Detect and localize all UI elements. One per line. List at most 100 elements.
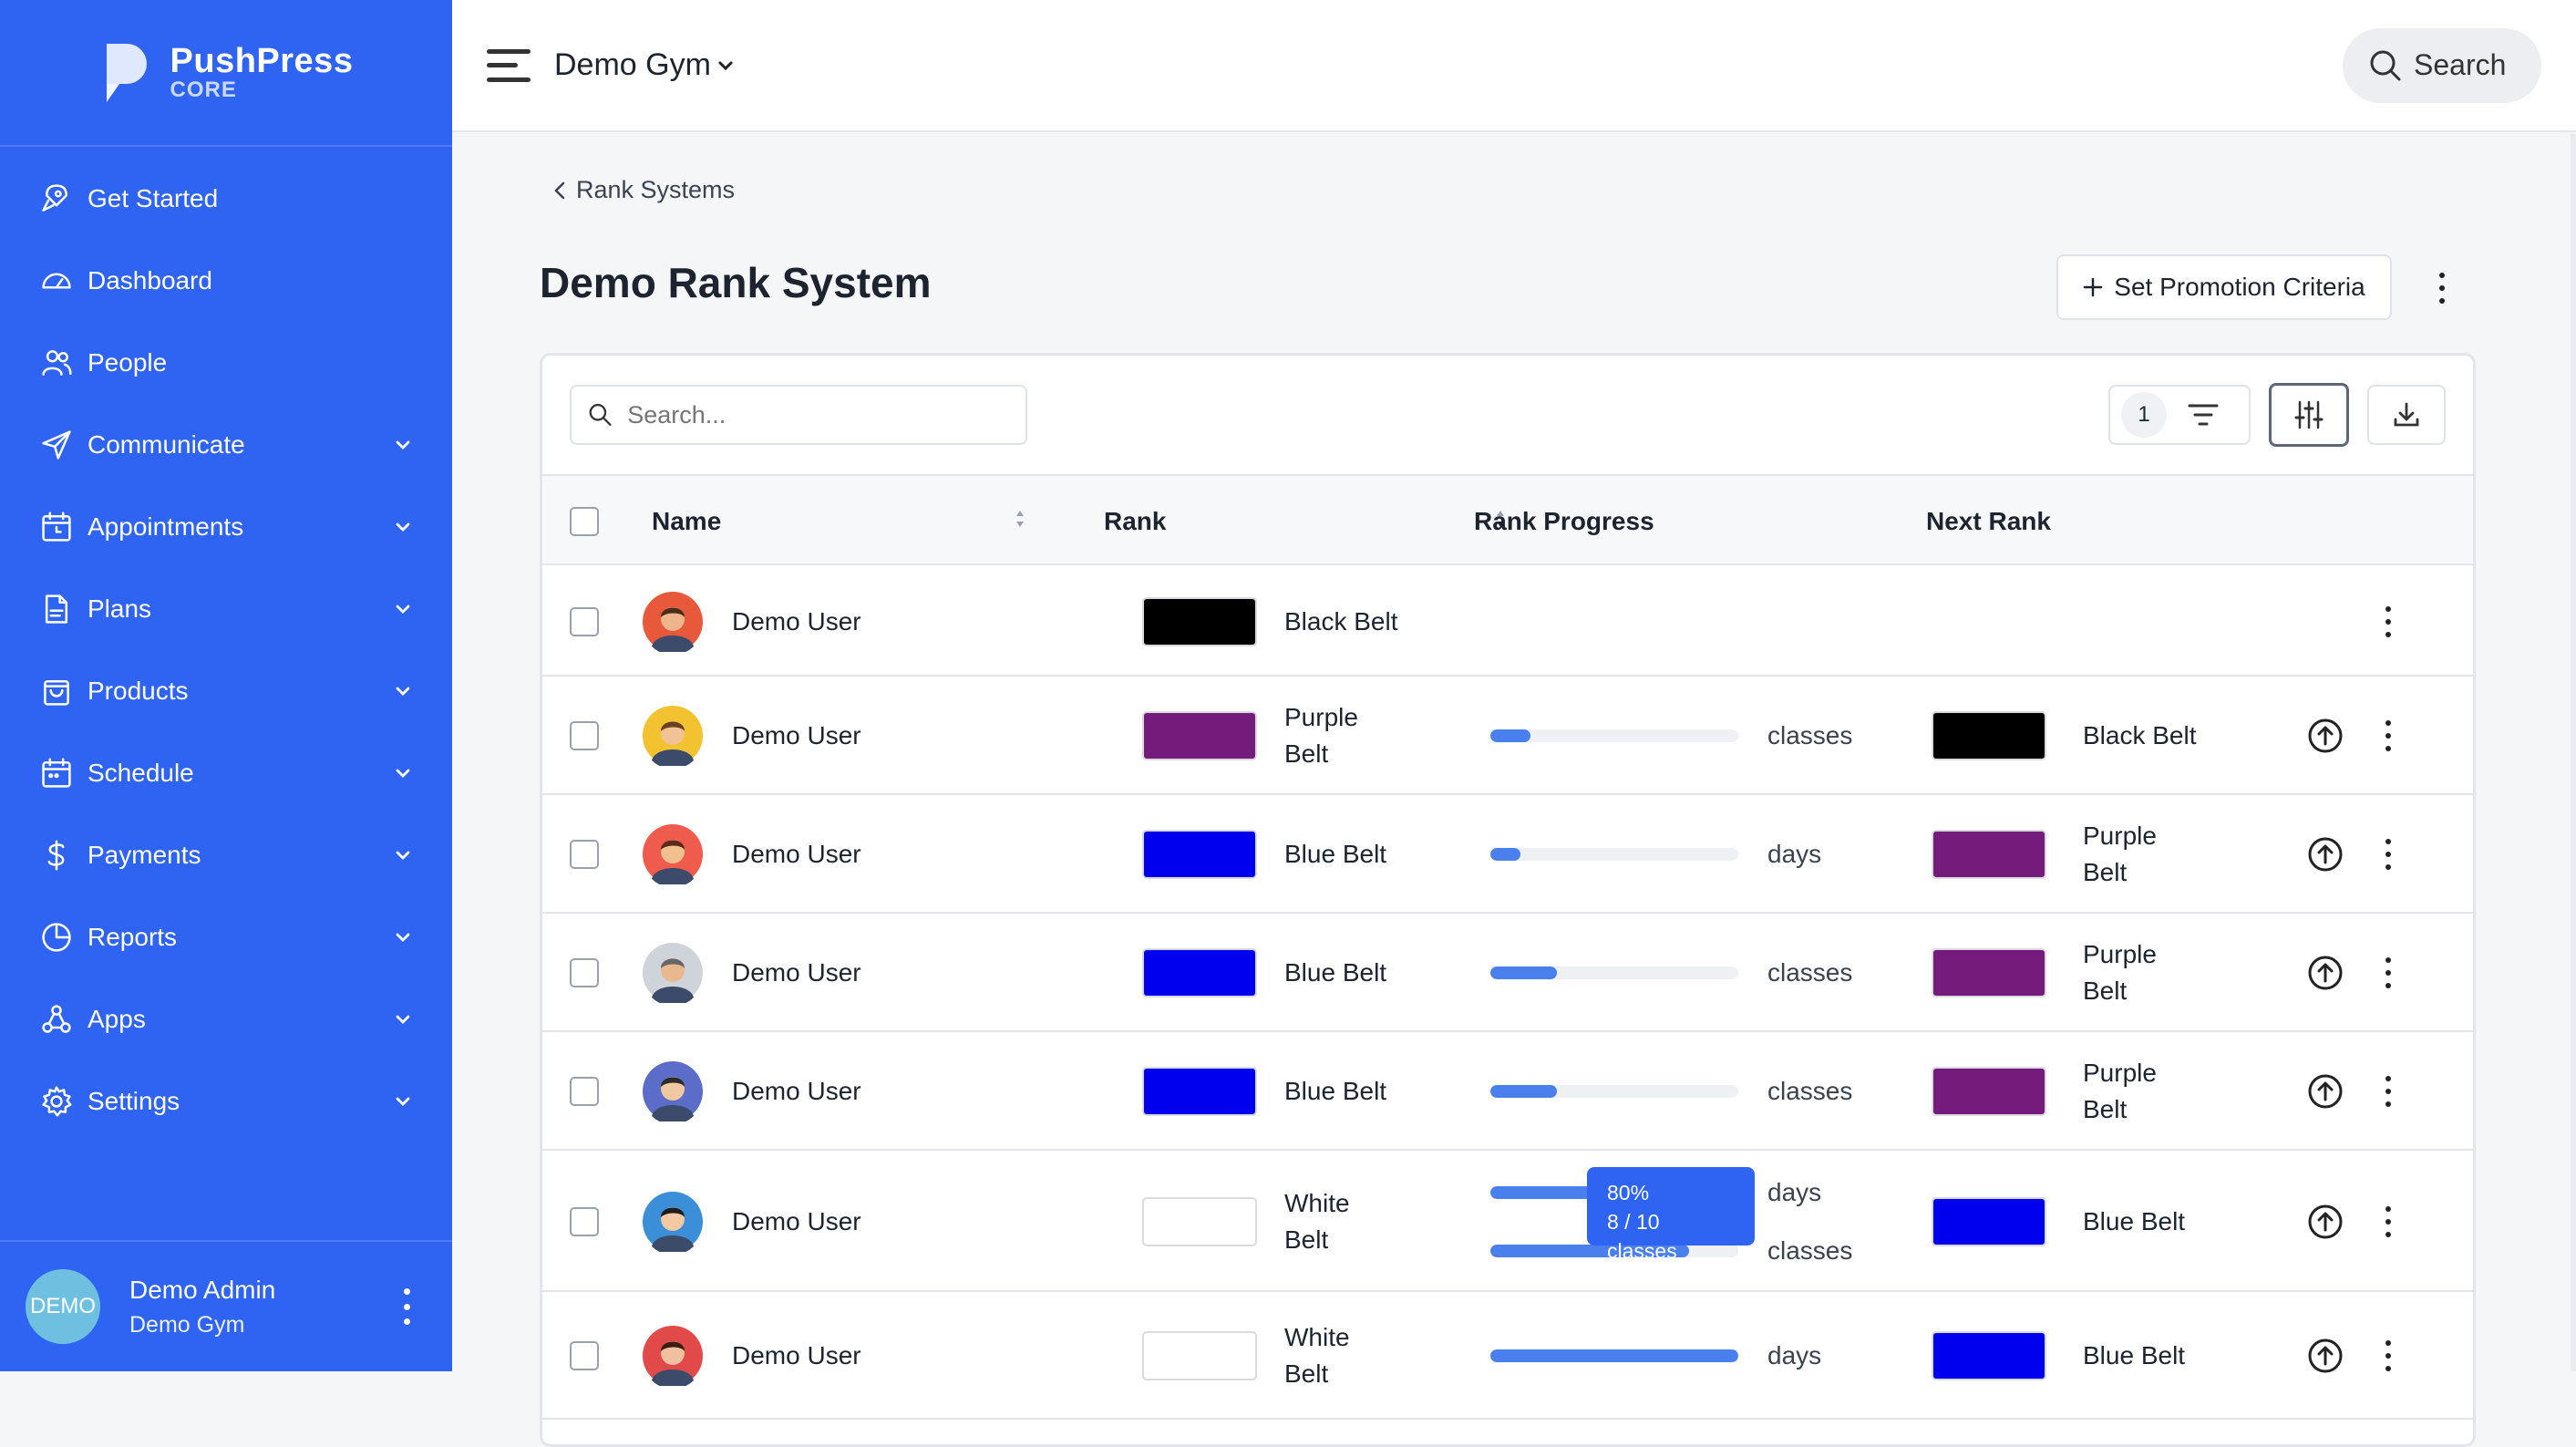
rank-progress-unit: classes [1767,1077,1853,1105]
table-row[interactable]: Demo User Purple Belt classes Black Belt [542,677,2473,795]
rank-progress-unit: classes [1767,958,1853,987]
admin-avatar[interactable]: DEMO [26,1269,100,1344]
column-header-name[interactable]: Name [652,507,722,535]
sidebar-item-apps[interactable]: Apps [0,978,452,1060]
row-checkbox[interactable] [570,1077,599,1106]
table-row[interactable]: Demo User Black Belt [542,567,2473,677]
sidebar-nav: Get Started Dashboard People Communicate App… [0,147,452,1142]
admin-menu-icon[interactable] [401,1288,412,1325]
row-more-icon[interactable] [2384,957,2393,988]
table-header: Name Rank Rank Progress Next Rank [542,474,2473,565]
member-name[interactable]: Demo User [732,1206,861,1235]
table-row[interactable]: Demo User Blue Belt classes Purple Belt [542,1032,2473,1151]
rank-progress-bar[interactable] [1490,1085,1738,1098]
avatar[interactable] [643,592,703,656]
avatar[interactable] [643,706,703,770]
next-rank-swatch [1932,1196,2046,1246]
row-more-icon[interactable] [2384,1205,2393,1237]
sidebar-item-settings[interactable]: Settings [0,1060,452,1142]
avatar[interactable] [643,1061,703,1125]
promote-icon[interactable] [2307,718,2344,754]
sidebar-item-schedule[interactable]: Schedule [0,732,452,814]
breadcrumb[interactable]: Rank Systems [552,176,735,204]
rank-progress-bar[interactable] [1490,729,1738,742]
row-checkbox[interactable] [570,721,599,750]
gauge-icon [38,263,75,299]
rank-name-line: Belt [1284,739,1329,768]
row-checkbox[interactable] [570,1206,599,1236]
column-settings-button[interactable] [2269,383,2349,447]
rank-progress-bar[interactable] [1490,848,1738,861]
promote-icon[interactable] [2307,1204,2344,1240]
download-button[interactable] [2367,385,2446,445]
sort-icon[interactable] [1494,505,1507,532]
promote-icon[interactable] [2307,1073,2344,1110]
row-more-icon[interactable] [2384,839,2393,870]
rank-progress-bar[interactable] [1490,1349,1738,1362]
sidebar-footer[interactable]: DEMO Demo Admin Demo Gym [0,1240,452,1371]
row-more-icon[interactable] [2384,720,2393,751]
global-search-button[interactable]: Search [2343,27,2541,103]
member-name[interactable]: Demo User [732,840,861,868]
next-rank-swatch [1932,948,2046,997]
sidebar-item-communicate[interactable]: Communicate [0,404,452,486]
avatar[interactable] [643,1191,703,1255]
breadcrumb-link[interactable]: Rank Systems [576,176,736,203]
avatar[interactable] [643,1326,703,1390]
rank-progress-bar[interactable] [1490,1244,1738,1257]
member-name[interactable]: Demo User [732,721,861,749]
rank-progress-unit: days [1767,840,1822,868]
avatar[interactable] [643,943,703,1007]
sidebar-item-appointments[interactable]: Appointments [0,486,452,568]
table-search[interactable] [570,385,1027,445]
avatar[interactable] [643,824,703,888]
row-checkbox[interactable] [570,840,599,869]
column-header-rank[interactable]: Rank [1104,507,1167,535]
row-checkbox[interactable] [570,607,599,636]
table-row[interactable]: Demo User White Belt days classes 80% 8 / 10 c… [542,1151,2473,1292]
sidebar-item-get-started[interactable]: Get Started [0,158,452,240]
table-row[interactable]: Demo User White Belt days Blue Belt [542,1292,2473,1420]
sidebar-item-reports[interactable]: Reports [0,896,452,978]
table-search-input[interactable] [627,400,1009,429]
member-name[interactable]: Demo User [732,958,861,987]
sidebar: PushPress CORE Get Started Dashboard Peopl… [0,0,452,1371]
sidebar-item-payments[interactable]: Payments [0,814,452,896]
set-promotion-criteria-button[interactable]: Set Promotion Criteria [2056,254,2392,320]
member-name[interactable]: Demo User [732,1077,861,1105]
promote-icon[interactable] [2307,1338,2344,1374]
row-more-icon[interactable] [2384,1076,2393,1107]
admin-name: Demo Admin [129,1275,276,1304]
sidebar-item-products[interactable]: Products [0,650,452,732]
promote-icon[interactable] [2307,955,2344,991]
row-more-icon[interactable] [2384,1340,2393,1371]
next-rank-swatch [1932,830,2046,879]
rank-name-line: Belt [1284,1359,1329,1388]
rank-progress-bar[interactable] [1490,966,1738,979]
member-name[interactable]: Demo User [732,607,861,636]
sidebar-item-label: Reports [88,923,178,951]
member-name[interactable]: Demo User [732,1341,861,1369]
rank-name: White Belt [1284,1185,1350,1258]
filter-button[interactable]: 1 [2108,385,2251,445]
calendar-icon [38,755,75,791]
row-checkbox[interactable] [570,958,599,987]
sidebar-item-label: Get Started [88,184,219,212]
promote-icon[interactable] [2307,836,2344,873]
hamburger-menu-icon[interactable] [487,48,531,82]
rank-swatch [1142,1196,1257,1246]
next-rank-name: Purple Belt [2083,1055,2157,1128]
sort-icon[interactable] [1014,505,1026,532]
row-more-icon[interactable] [2384,606,2393,637]
table-row[interactable]: Demo User Blue Belt days Purple Belt [542,795,2473,914]
row-checkbox[interactable] [570,1341,599,1370]
sidebar-item-people[interactable]: People [0,322,452,404]
sidebar-item-plans[interactable]: Plans [0,568,452,650]
page-more-icon[interactable] [2437,273,2447,304]
page-scrollbar[interactable] [2571,134,2576,1371]
brand[interactable]: PushPress CORE [0,0,452,147]
select-all-checkbox[interactable] [570,507,599,536]
table-row[interactable]: Demo User Blue Belt classes Purple Belt [542,914,2473,1032]
gym-selector[interactable]: Demo Gym [554,47,735,83]
sidebar-item-dashboard[interactable]: Dashboard [0,240,452,322]
